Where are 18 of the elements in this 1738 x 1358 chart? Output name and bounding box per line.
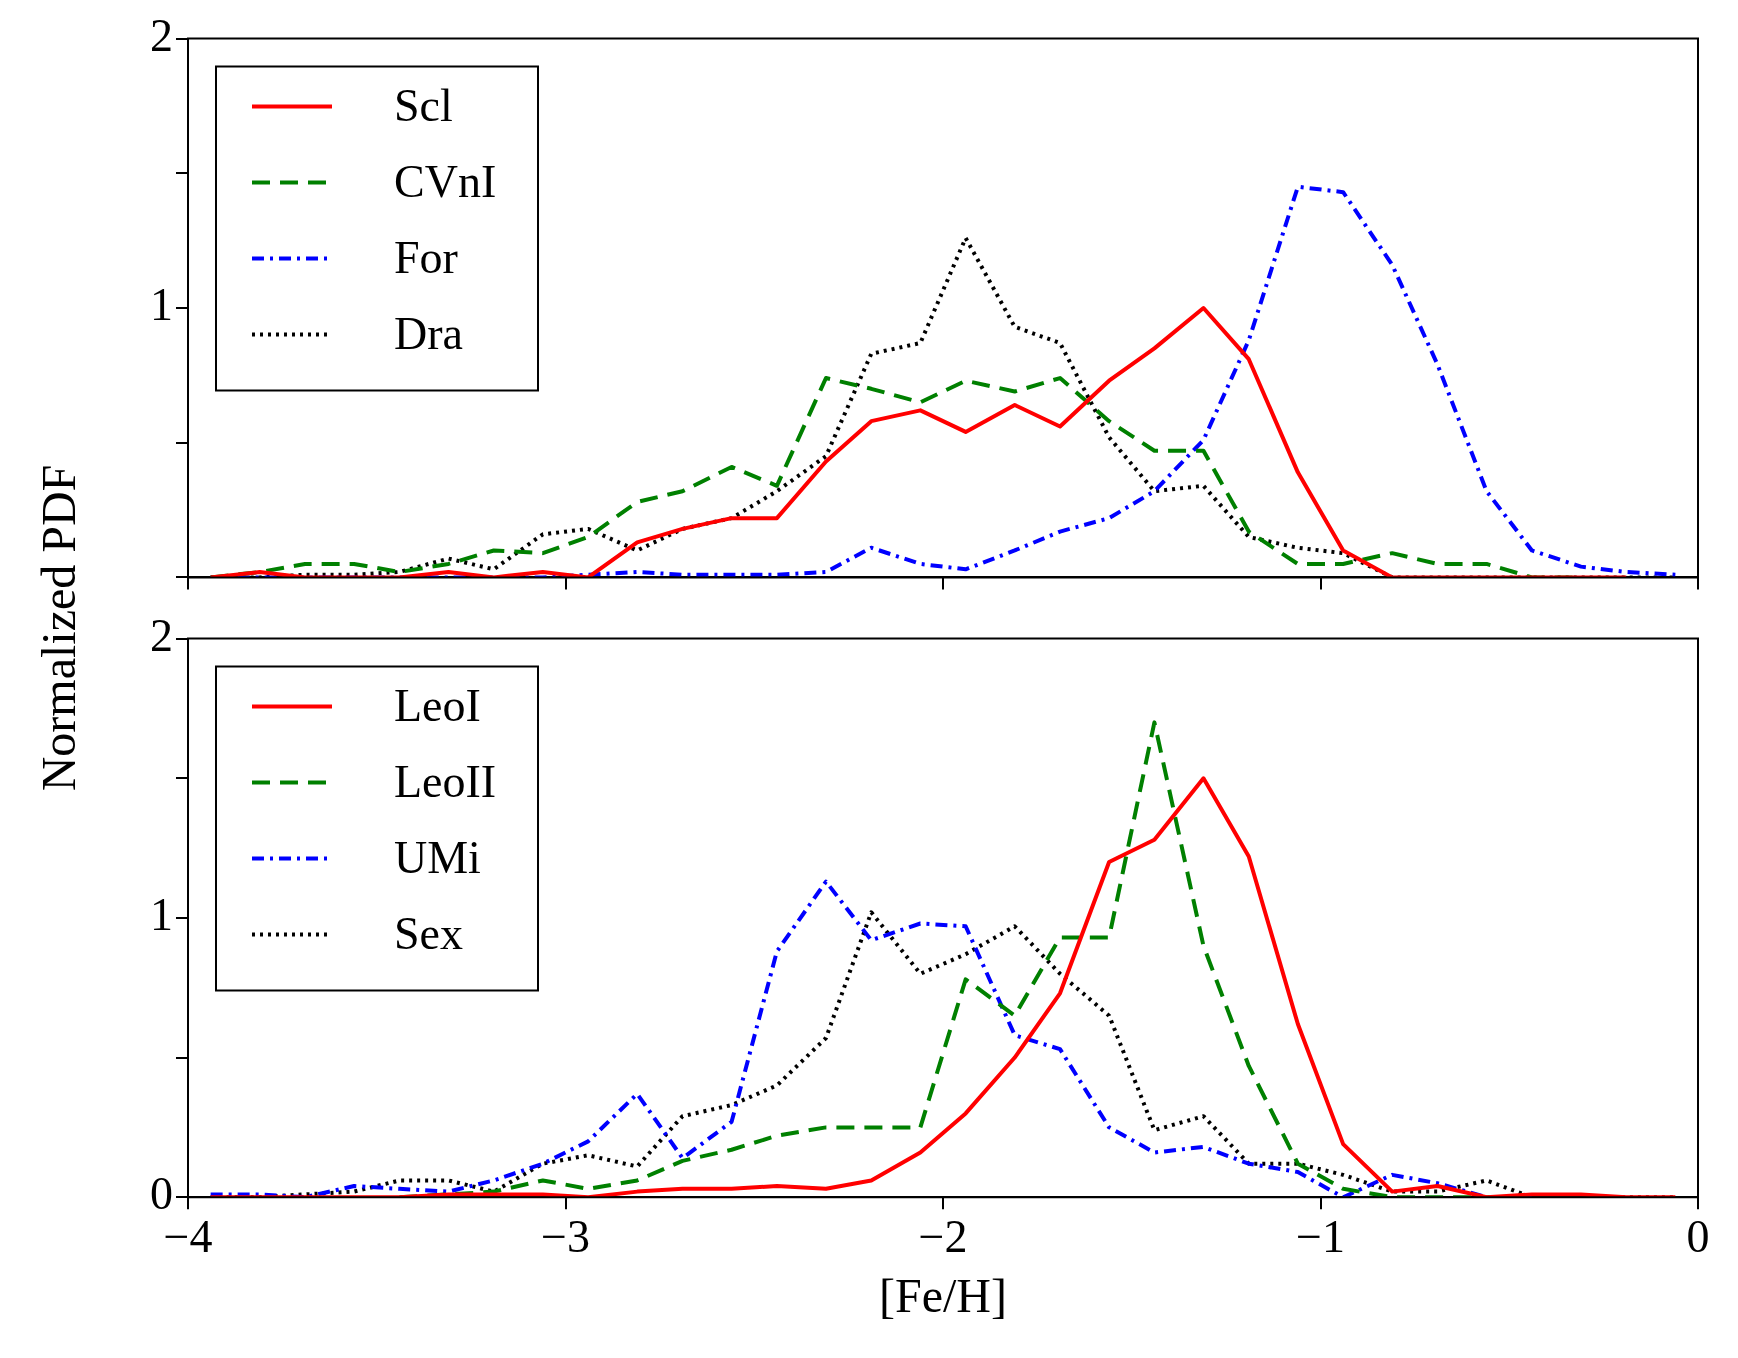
legend-label: Sex — [394, 907, 463, 959]
x-tick-label: −2 — [918, 1210, 968, 1262]
y-axis-title: Normalized PDF — [30, 464, 86, 792]
legend-label: UMi — [394, 831, 481, 883]
legend-label: LeoI — [394, 679, 481, 731]
legend-label: Scl — [394, 79, 453, 131]
x-tick-label: −3 — [541, 1210, 590, 1262]
y-tick-label: 2 — [150, 9, 173, 61]
y-tick-label: 1 — [150, 888, 173, 940]
legend-label: For — [394, 231, 458, 283]
x-axis-title: [Fe/H] — [879, 1268, 1007, 1322]
legend-label: CVnI — [394, 155, 497, 207]
y-tick-label: 2 — [150, 609, 173, 661]
x-tick-label: 0 — [1686, 1210, 1710, 1262]
legend-label: Dra — [394, 307, 463, 359]
legend-label: LeoII — [394, 755, 497, 807]
x-tick-label: −1 — [1296, 1210, 1345, 1262]
y-tick-label: 1 — [150, 279, 173, 331]
